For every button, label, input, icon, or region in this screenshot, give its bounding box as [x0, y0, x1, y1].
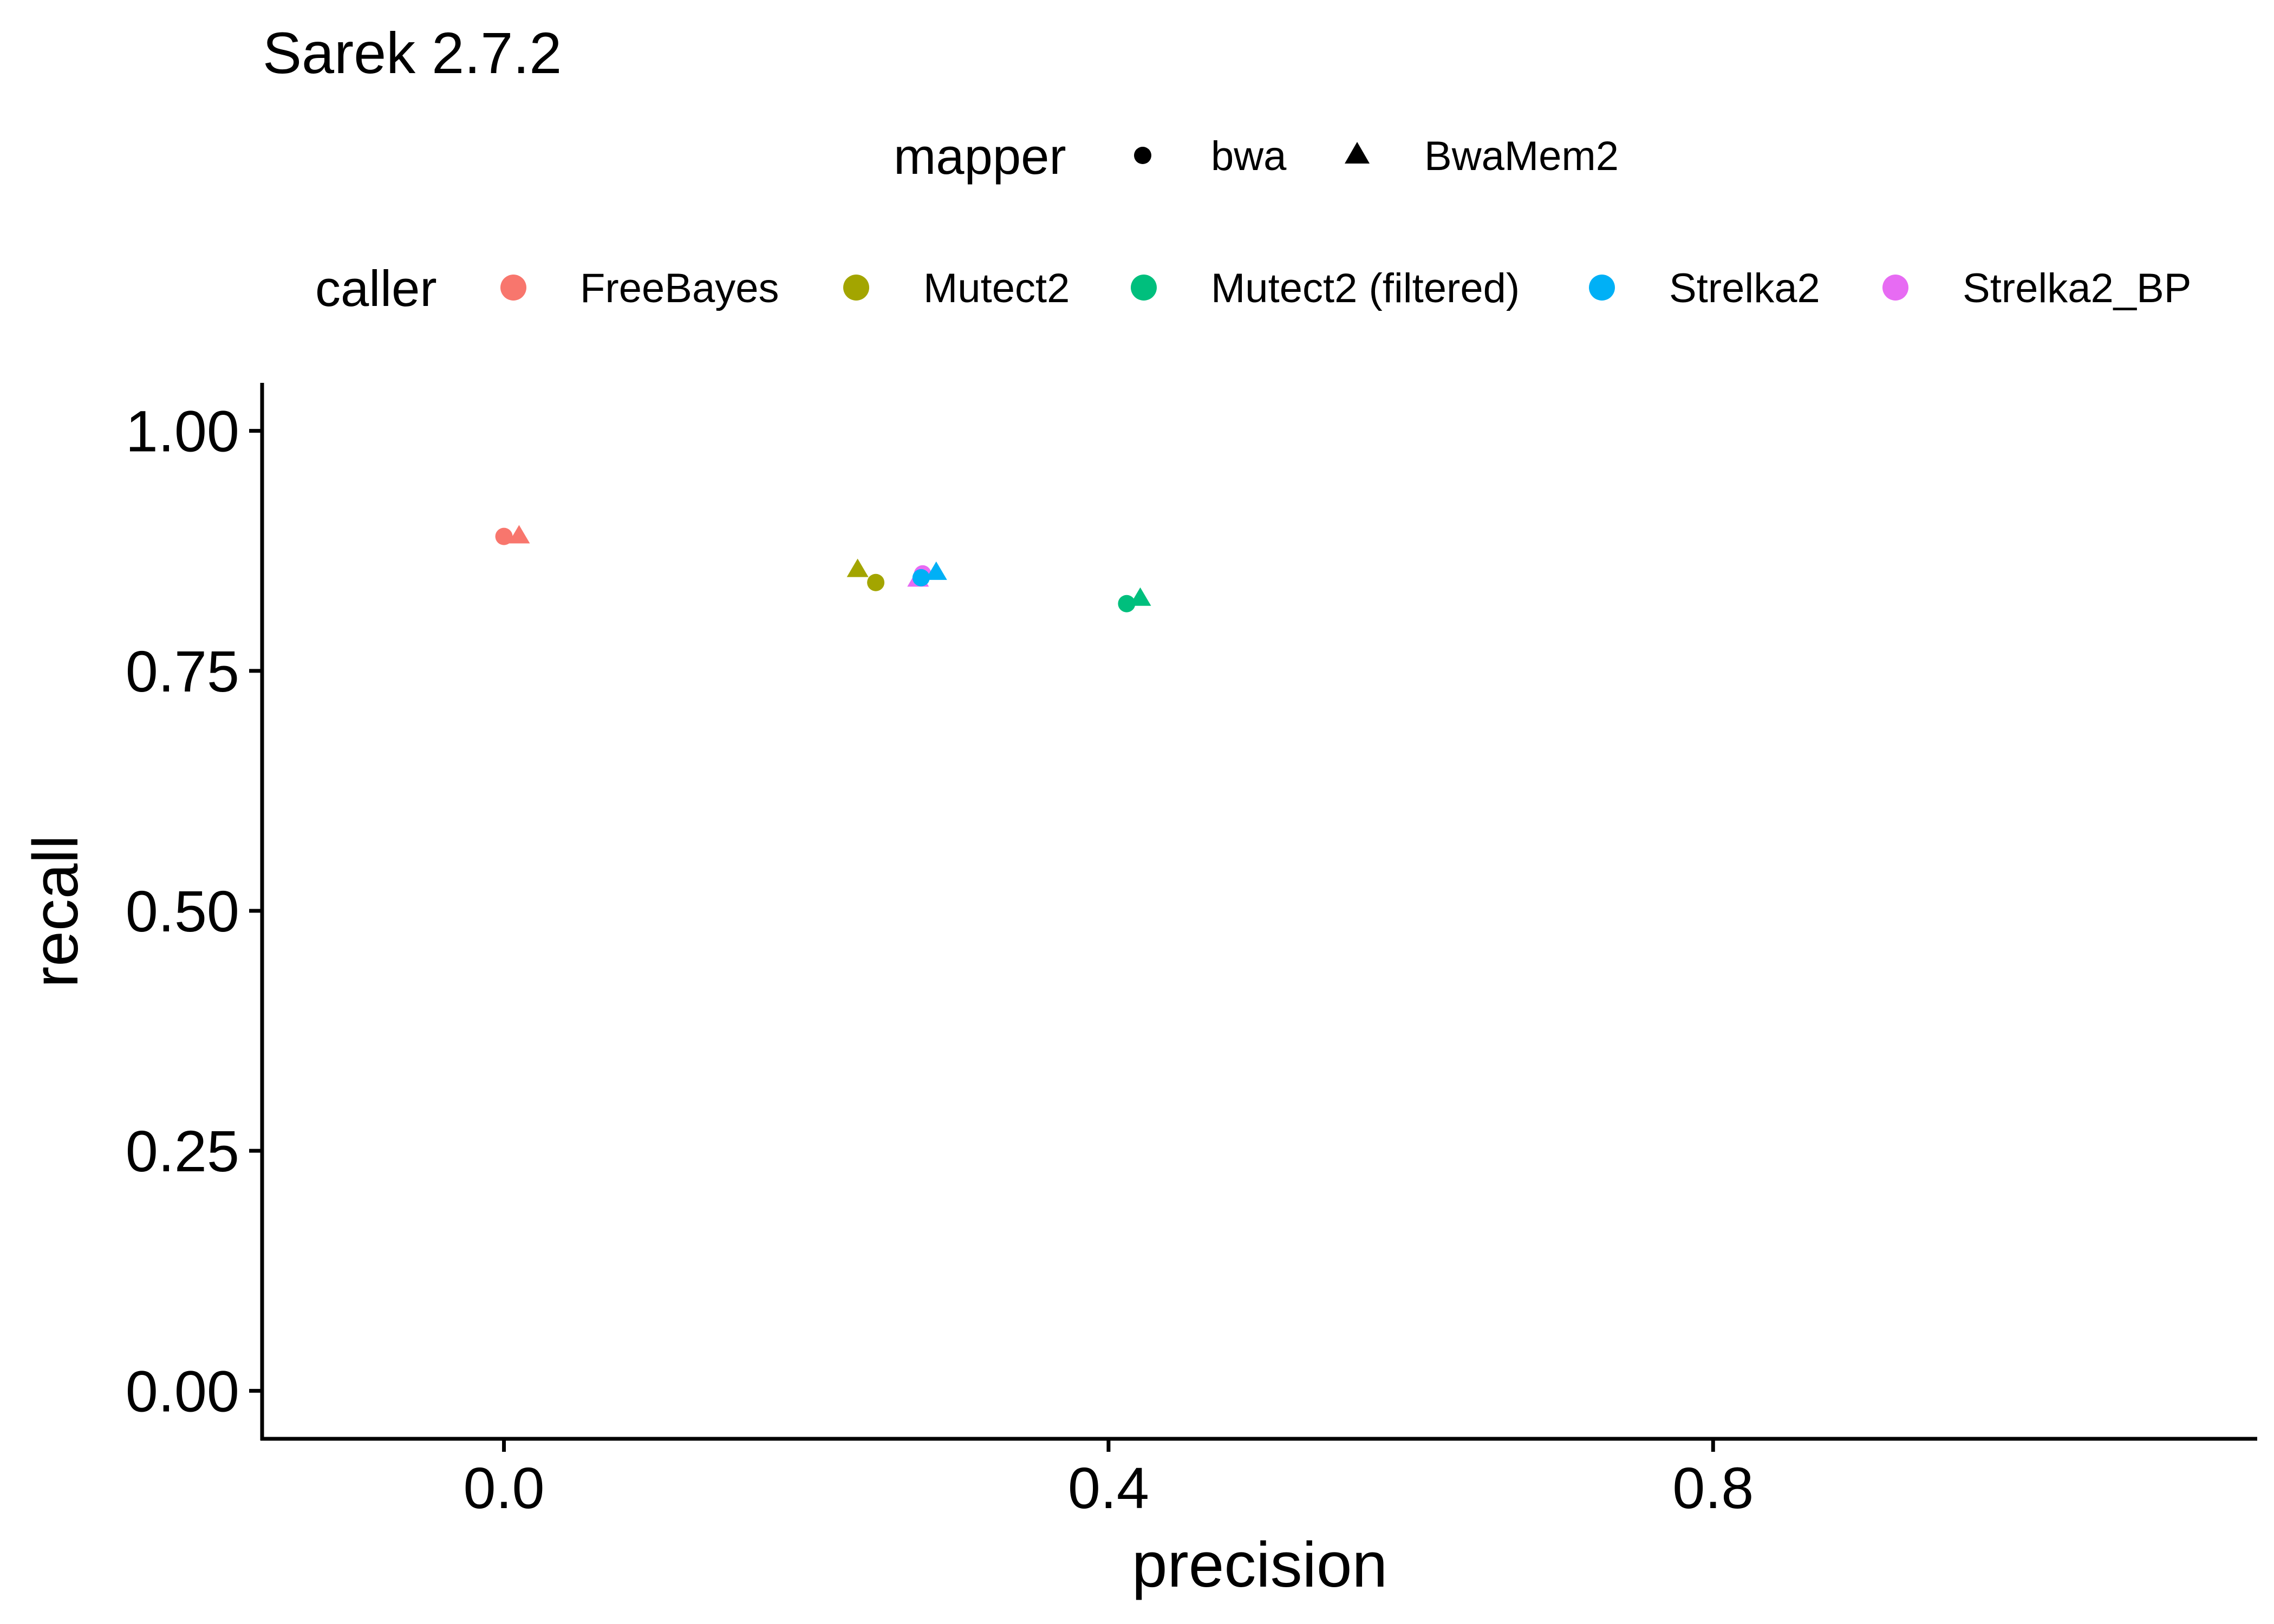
- point-strelka2-bwamem2: [925, 561, 947, 580]
- point-mutect2-filtered-bwa: [1118, 595, 1136, 612]
- x-axis-title: precision: [1132, 1529, 1387, 1601]
- point-mutect2-bwamem2: [846, 558, 869, 577]
- y-axis-ticks: 0.00 0.25 0.50 0.75 1.00: [126, 399, 262, 1424]
- data-points: [495, 525, 1151, 612]
- legend-label-bwa: bwa: [1211, 133, 1287, 179]
- x-tick-label: 0.8: [1672, 1455, 1754, 1521]
- point-mutect2-bwa: [867, 573, 885, 591]
- point-mutect2-filtered-bwamem2: [1129, 587, 1151, 606]
- legend-key-mutect2-filtered: [1131, 275, 1157, 301]
- y-tick-label: 0.00: [126, 1358, 239, 1424]
- y-axis-title: recall: [20, 835, 92, 988]
- legend-key-strelka2-bp: [1882, 275, 1908, 301]
- point-freebayes-bwa: [495, 527, 513, 545]
- point-freebayes-bwamem2: [508, 525, 530, 544]
- caller-legend-title: caller: [315, 260, 437, 317]
- legend-label-strelka2-bp: Strelka2_BP: [1963, 265, 2191, 311]
- y-tick-label: 0.25: [126, 1118, 239, 1184]
- legend-label-mutect2: Mutect2: [923, 265, 1070, 311]
- y-tick-label: 0.50: [126, 878, 239, 944]
- legend-label-strelka2: Strelka2: [1669, 265, 1820, 311]
- legend-label-freebayes: FreeBayes: [580, 265, 779, 311]
- caller-legend: caller FreeBayes Mutect2 Mutect2 (filter…: [315, 260, 2191, 317]
- legend-key-mutect2: [843, 275, 869, 301]
- x-tick-label: 0.0: [463, 1455, 544, 1521]
- legend-label-mutect2-filtered: Mutect2 (filtered): [1211, 265, 1520, 311]
- mapper-legend-title: mapper: [894, 128, 1066, 185]
- y-tick-label: 0.75: [126, 638, 239, 704]
- legend-key-freebayes: [500, 275, 526, 301]
- point-strelka2-bwa: [912, 569, 930, 586]
- x-axis-ticks: 0.0 0.4 0.8: [463, 1439, 1754, 1521]
- legend-shape-triangle: [1345, 142, 1370, 164]
- y-tick-label: 1.00: [126, 399, 239, 464]
- x-tick-label: 0.4: [1068, 1455, 1149, 1521]
- legend-shape-circle: [1134, 147, 1151, 164]
- legend-label-bwamem2: BwaMem2: [1424, 133, 1619, 179]
- chart-title: Sarek 2.7.2: [263, 20, 562, 86]
- legend-key-strelka2: [1589, 275, 1615, 301]
- mapper-legend: mapper bwa BwaMem2: [894, 128, 1619, 185]
